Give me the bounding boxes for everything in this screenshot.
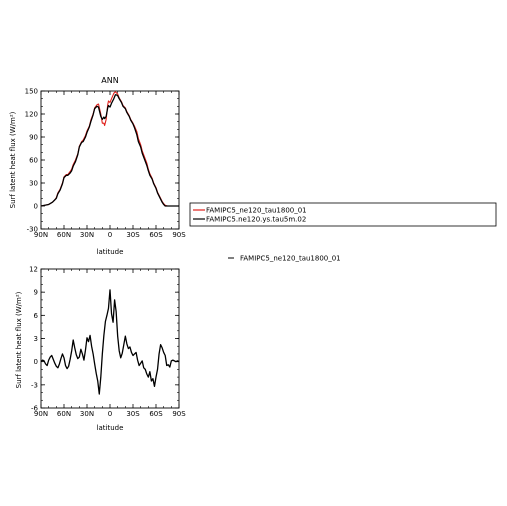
bottom-series-line-1	[40, 289, 180, 395]
legend-label-series-2: FAMIPC5.ne120.ys.tau5m.02	[206, 216, 306, 224]
bottom-y-axis-label: Surf latent heat flux (W/m²)	[15, 291, 23, 388]
bottom-x-tick-label: 90N	[34, 410, 48, 418]
top-y-tick-label: -30	[27, 226, 38, 234]
top-x-tick-label: 90S	[172, 231, 186, 239]
top-series-line-1	[40, 91, 179, 207]
top-legend-box	[189, 202, 497, 227]
bottom-x-tick-label: 60N	[57, 410, 71, 418]
top-legend: FAMIPC5_ne120_tau1800_01 FAMIPC5.ne120.y…	[189, 202, 497, 227]
bottom-x-tick-label: 90S	[172, 410, 186, 418]
bottom-y-tick-label: 9	[34, 289, 38, 297]
top-x-tick-label: 30N	[80, 231, 94, 239]
bottom-x-tick-label: 30N	[80, 410, 94, 418]
bottom-chart: 90N 60N 30N 0 30S 60S 90S -6 -3 0 3 6 9 12 latitude S…	[15, 255, 341, 433]
top-x-tick-label: 60N	[57, 231, 71, 239]
bottom-legend: FAMIPC5_ne120_tau1800_01	[228, 255, 341, 263]
bottom-y-tick-label: 6	[34, 312, 39, 320]
top-chart: ANN 90N 60N 30N 0 30S 60S 90S-300306090120150 …	[9, 76, 497, 256]
top-series-line-2	[40, 94, 179, 207]
top-chart-title: ANN	[101, 76, 118, 85]
top-plot-area	[40, 90, 180, 230]
top-y-tick-label: 90	[29, 134, 38, 142]
top-x-tick-label: 90N	[34, 231, 48, 239]
top-y-tick-label: 30	[29, 180, 38, 188]
bottom-y-tick-label: -6	[31, 405, 39, 413]
bottom-y-tick-label: 0	[34, 358, 38, 366]
top-x-axis-label: latitude	[97, 248, 124, 256]
top-y-tick-label: 150	[25, 88, 38, 96]
bottom-y-tick-label: 3	[34, 335, 38, 343]
top-y-axis-label: Surf latent heat flux (W/m²)	[9, 111, 17, 208]
bottom-x-tick-label: 60S	[149, 410, 163, 418]
top-x-tick-label: 30S	[126, 231, 140, 239]
bottom-x-tick-label: 30S	[126, 410, 140, 418]
bottom-x-tick-label: 0	[108, 410, 112, 418]
top-y-tick-label: 120	[25, 111, 38, 119]
top-x-tick-label: 60S	[149, 231, 163, 239]
top-y-tick-label: 0	[34, 203, 38, 211]
legend-label-series-1: FAMIPC5_ne120_tau1800_01	[206, 207, 307, 215]
bottom-x-axis-label: latitude	[97, 424, 124, 432]
bottom-y-tick-label: -3	[31, 381, 38, 389]
bottom-y-tick-label: 12	[29, 266, 38, 274]
top-y-tick-label: 60	[29, 157, 38, 165]
legend-label-bottom-series-1: FAMIPC5_ne120_tau1800_01	[240, 255, 341, 263]
top-x-tick-label: 0	[108, 231, 112, 239]
